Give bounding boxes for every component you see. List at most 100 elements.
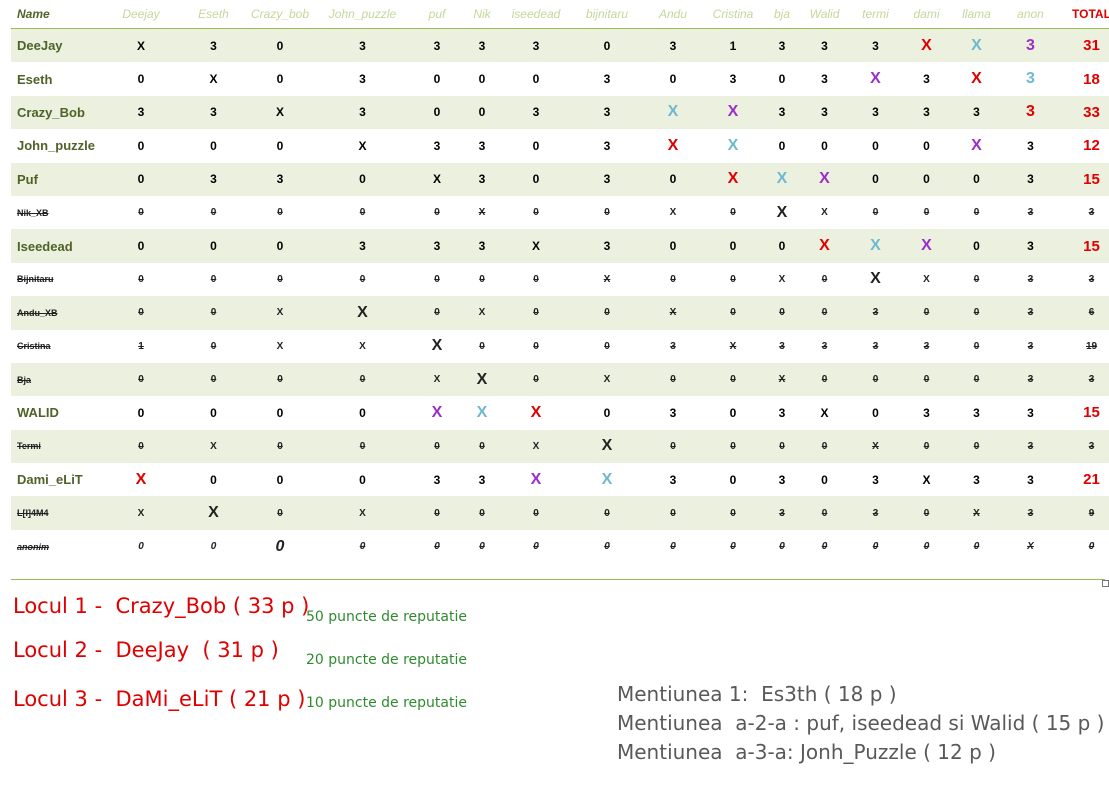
total-cell: 12 bbox=[1083, 137, 1100, 155]
score-cell: 0 bbox=[359, 405, 366, 420]
score-cell: 1 bbox=[138, 340, 144, 352]
score-cell: 0 bbox=[411, 496, 463, 530]
header-col-iseedead: iseedead bbox=[511, 7, 561, 21]
score-cell: 0 bbox=[821, 541, 828, 553]
score-cell: 0 bbox=[314, 362, 411, 397]
score-cell: 3 bbox=[763, 496, 801, 530]
score-cell: X bbox=[501, 429, 571, 464]
score-cell: X bbox=[971, 136, 982, 154]
score-cell: 0 bbox=[463, 496, 501, 530]
score-cell: X bbox=[848, 429, 903, 464]
score-cell: 3 bbox=[433, 138, 441, 153]
score-cell: 0 bbox=[501, 362, 571, 397]
table-row: Crazy_Bob 3 3 X 3 0 0 3 3 X X 3 3 3 3 3 3 33 bbox=[11, 95, 1109, 130]
score-cell: 0 bbox=[923, 138, 930, 153]
score-cell: X bbox=[763, 362, 801, 397]
score-cell: 0 bbox=[872, 138, 879, 153]
score-cell: 3 bbox=[603, 72, 611, 87]
score-cell: 0 bbox=[703, 296, 763, 330]
total-cell: 6 bbox=[1058, 296, 1109, 330]
score-cell: 0 bbox=[101, 162, 181, 196]
score-cell: X bbox=[727, 136, 739, 154]
score-cell: 0 bbox=[314, 162, 411, 196]
score-cell: 0 bbox=[532, 72, 540, 87]
header-col-nik: Nik bbox=[473, 7, 491, 21]
score-cell: 0 bbox=[138, 273, 144, 285]
score-cell: 3 bbox=[778, 405, 786, 420]
score-cell: 0 bbox=[821, 273, 828, 285]
score-cell: X bbox=[246, 95, 314, 130]
player-name: WALID bbox=[17, 405, 59, 421]
score-cell: 0 bbox=[277, 273, 283, 285]
score-cell: 3 bbox=[603, 138, 611, 153]
player-name: DeeJay bbox=[11, 28, 101, 63]
score-cell: 0 bbox=[181, 362, 246, 397]
score-cell: X bbox=[571, 429, 643, 464]
score-cell: 0 bbox=[533, 340, 539, 352]
score-cell: 0 bbox=[703, 229, 763, 263]
score-cell: 3 bbox=[923, 72, 930, 87]
score-cell: 3 bbox=[411, 28, 463, 63]
score-cell: X bbox=[703, 162, 763, 196]
table-header-row: Name Deejay Eseth Crazy_bob John_puzzle puf Ni… bbox=[11, 0, 1109, 29]
score-cell: 0 bbox=[246, 28, 314, 63]
score-cell: X bbox=[870, 270, 881, 288]
score-cell: 3 bbox=[821, 340, 828, 352]
score-cell: 0 bbox=[533, 207, 539, 219]
score-cell: X bbox=[1027, 541, 1034, 553]
score-cell: 3 bbox=[181, 162, 246, 196]
player-name: Crazy_Bob bbox=[11, 95, 101, 130]
player-name: John_puzzle bbox=[17, 138, 96, 154]
score-cell: X bbox=[703, 95, 763, 130]
score-cell: 0 bbox=[411, 429, 463, 464]
score-cell: 0 bbox=[950, 296, 1003, 330]
score-cell: 0 bbox=[872, 541, 879, 553]
table-row: Cristina 1 0 X X X 0 0 0 3 X 3 3 3 3 0 3 19 bbox=[11, 330, 1109, 363]
table-row: Iseedead 0 0 0 3 3 3 X 3 0 0 0 X X X 0 3 15 bbox=[11, 229, 1109, 263]
score-cell: 3 bbox=[643, 28, 703, 63]
score-cell: X bbox=[903, 28, 950, 63]
score-cell: 0 bbox=[872, 405, 879, 420]
score-cell: 0 bbox=[923, 541, 930, 553]
table-row: Bijnitaru 0 0 0 0 0 0 0 X 0 0 X 0 X X 0 3 3 bbox=[11, 263, 1109, 296]
score-cell: 0 bbox=[821, 138, 828, 153]
table-row: Eseth 0 X 0 3 0 0 0 3 0 3 0 3 X 3 X 3 18 bbox=[11, 62, 1109, 95]
score-cell: 0 bbox=[903, 362, 950, 397]
score-cell: 3 bbox=[848, 95, 903, 130]
place-2-reward: 20 puncte de reputatie bbox=[306, 652, 467, 668]
header-col-eseth: Eseth bbox=[198, 7, 229, 21]
player-name: Termi bbox=[11, 429, 101, 464]
header-col-john_puzzle: John_puzzle bbox=[328, 7, 397, 21]
score-cell: 3 bbox=[463, 28, 501, 63]
score-cell: X bbox=[729, 340, 737, 352]
score-cell: X bbox=[314, 496, 411, 530]
score-cell: 3 bbox=[848, 296, 903, 330]
table-row: Bja 0 0 0 0 X X 0 X 0 0 X 0 0 0 0 3 3 bbox=[11, 362, 1109, 397]
score-cell: 0 bbox=[571, 296, 643, 330]
score-cell: 0 bbox=[137, 72, 145, 87]
score-cell: 3 bbox=[1003, 362, 1058, 397]
score-cell: 0 bbox=[276, 472, 284, 487]
header-col-crazy_bob: Crazy_bob bbox=[250, 7, 310, 21]
table-resize-handle[interactable] bbox=[1102, 580, 1109, 587]
table-row: anonim 0 0 0 0 0 0 0 0 0 0 0 0 0 0 0 X 0 bbox=[11, 530, 1109, 563]
score-cell: 0 bbox=[973, 340, 980, 352]
score-cell: X bbox=[359, 340, 366, 352]
player-name: Andu_XB bbox=[11, 296, 101, 330]
score-cell: X bbox=[848, 229, 903, 263]
score-cell: 0 bbox=[138, 207, 144, 219]
score-cell: 3 bbox=[314, 28, 411, 63]
score-cell: 3 bbox=[571, 162, 643, 196]
score-cell: 3 bbox=[973, 405, 980, 420]
score-cell: 0 bbox=[138, 541, 144, 553]
score-cell: 3 bbox=[1003, 229, 1058, 263]
total-cell: 0 bbox=[1088, 541, 1095, 553]
score-cell: 0 bbox=[779, 541, 785, 553]
score-cell: 0 bbox=[533, 273, 539, 285]
score-cell: 0 bbox=[643, 162, 703, 196]
score-cell: X bbox=[181, 496, 246, 530]
score-cell: 0 bbox=[434, 207, 440, 219]
score-cell: 0 bbox=[433, 72, 441, 87]
score-cell: 3 bbox=[411, 229, 463, 263]
score-cell: 0 bbox=[571, 28, 643, 63]
